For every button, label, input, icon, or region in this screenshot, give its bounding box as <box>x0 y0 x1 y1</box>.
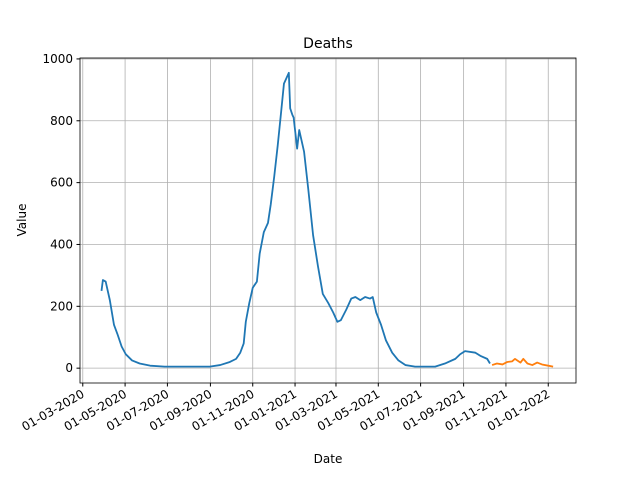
y-tick-label: 400 <box>50 237 73 251</box>
y-tick-label: 1000 <box>42 52 73 66</box>
y-axis-label: Value <box>15 204 29 237</box>
data-line <box>491 357 554 368</box>
y-tick-label: 0 <box>65 361 73 375</box>
y-tick-label: 600 <box>50 176 73 190</box>
chart-title: Deaths <box>303 36 353 52</box>
y-tick-label: 200 <box>50 299 73 313</box>
plot-frame <box>79 57 577 384</box>
x-axis-label: Date <box>314 452 343 466</box>
data-line <box>100 71 491 368</box>
y-tick-label: 800 <box>50 114 73 128</box>
